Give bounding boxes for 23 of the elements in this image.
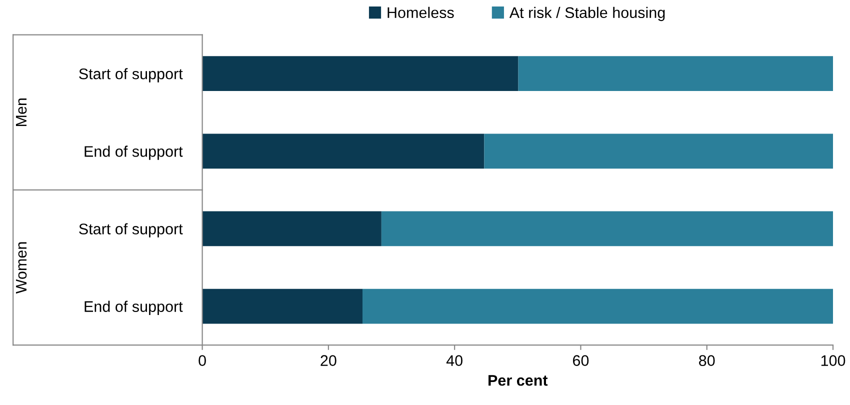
x-tick-label: 40 [446, 355, 462, 366]
x-tick-label: 0 [198, 355, 206, 366]
x-tick-label: 20 [320, 355, 336, 366]
x-axis-title: Per cent [488, 375, 548, 386]
bar [202, 288, 362, 324]
y-tick-label: Start of support [79, 223, 183, 238]
y-tick-label: End of support [84, 146, 183, 160]
x-tick-label: 100 [821, 355, 846, 366]
y-tick-label: Start of support [79, 68, 183, 82]
bar [202, 211, 382, 246]
y-tick-label: End of support [84, 300, 183, 315]
text: Men [16, 98, 27, 126]
bar [202, 134, 484, 169]
legend-label: At risk / Stable housing [509, 6, 665, 22]
legend-label: Homeless [388, 6, 454, 18]
bar [381, 211, 833, 246]
bar [484, 134, 833, 169]
bar [202, 56, 518, 92]
x-tick-label: 60 [573, 355, 589, 366]
bar [518, 56, 833, 92]
text: Women [16, 242, 27, 294]
bar [362, 288, 833, 324]
x-tick-label: 80 [699, 355, 715, 366]
